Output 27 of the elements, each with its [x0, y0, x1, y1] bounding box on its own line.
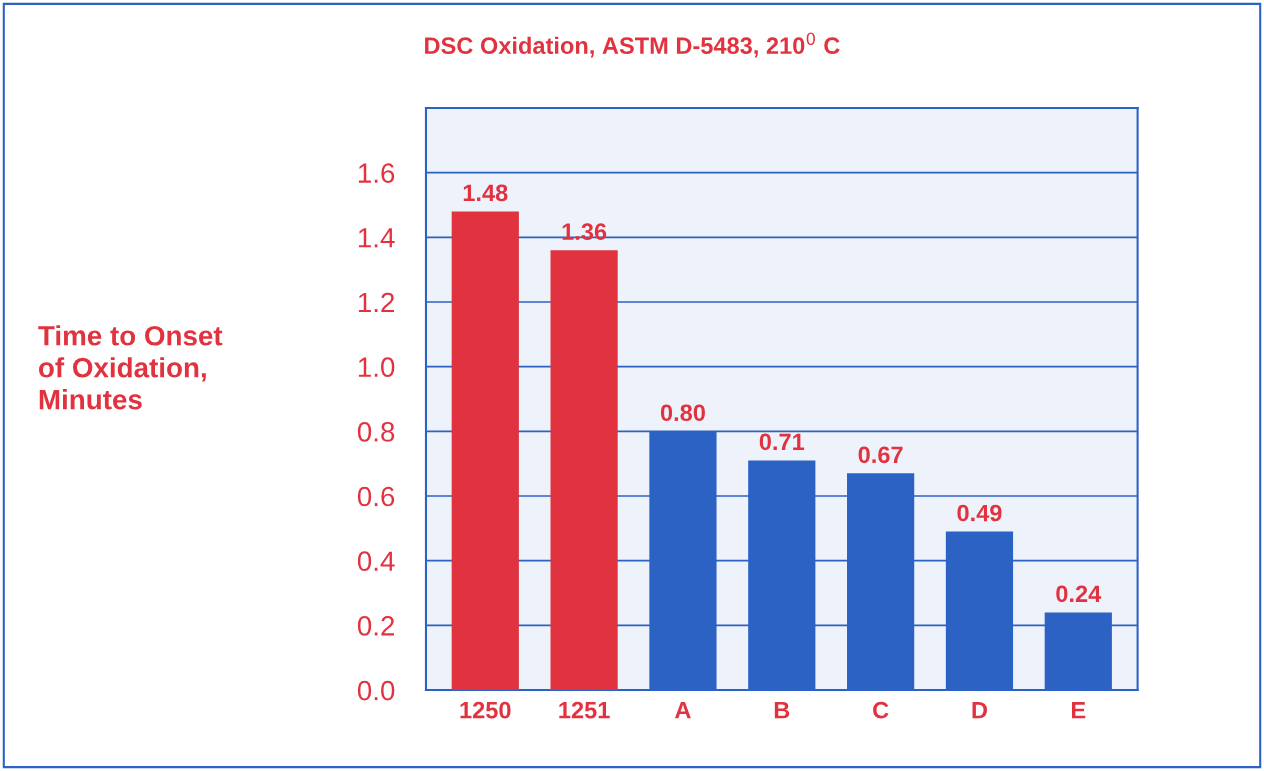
x-tick-label: E — [1072, 702, 1086, 719]
y-tick-label: 0.0 — [357, 680, 395, 701]
y-tick-label: 1.2 — [358, 292, 395, 313]
x-tick-label: 1251 — [559, 701, 610, 719]
y-tick-label: 1.4 — [358, 228, 395, 248]
y-tick-label: 1.6 — [358, 163, 395, 183]
x-tick-label: B — [774, 702, 790, 719]
y-tick-label: 0.6 — [357, 486, 395, 507]
data-label: 1.36 — [562, 223, 607, 241]
y-tick-label: 1.0 — [358, 357, 395, 377]
bar — [550, 250, 618, 691]
data-label: 0.24 — [1056, 585, 1102, 603]
x-tick-label: C — [873, 701, 889, 719]
x-tick-label: A — [675, 702, 691, 719]
data-label: 0.71 — [759, 433, 805, 451]
y-tick-label: 0.8 — [357, 422, 395, 442]
data-label: 0.49 — [957, 504, 1002, 522]
chart-title: DSC Oxidation, ASTM D-5483, 210$^{0}$ C — [425, 32, 840, 58]
y-tick-label: 0.2 — [357, 616, 395, 636]
data-label: 0.67 — [858, 446, 903, 464]
y-axis-title: Time to Onset of Oxidation, Minutes — [38, 325, 223, 410]
data-label: 0.80 — [660, 404, 705, 422]
x-tick-label: 1250 — [460, 701, 511, 719]
x-tick-label: D — [972, 702, 987, 719]
bar — [451, 211, 519, 691]
y-tick-label: 0.4 — [357, 551, 395, 572]
data-label: 1.48 — [463, 184, 508, 202]
